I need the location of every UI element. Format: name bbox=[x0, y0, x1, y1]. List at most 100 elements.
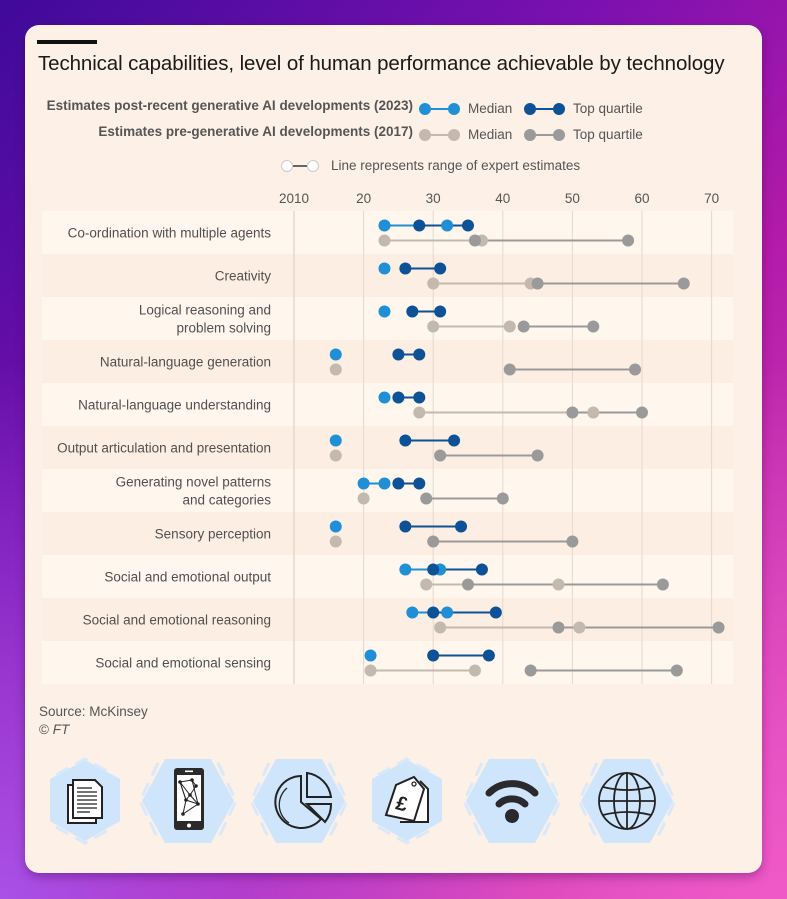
x-tick-label: 50 bbox=[565, 191, 580, 206]
median-2023-dot bbox=[441, 606, 454, 619]
top-quartile-2023-dot bbox=[399, 520, 412, 533]
category-label: and categories bbox=[182, 493, 271, 508]
top-quartile-2017-dot bbox=[636, 406, 648, 419]
median-2017-dot bbox=[434, 621, 447, 634]
x-tick-label: 70 bbox=[704, 191, 719, 206]
median-2017-dot bbox=[413, 406, 426, 419]
median-2017-dot bbox=[378, 234, 391, 247]
legend-label-2023: Estimates post-recent generative AI deve… bbox=[46, 98, 413, 113]
legend-median-label: Median bbox=[468, 101, 513, 116]
row-stripe bbox=[42, 211, 733, 254]
x-tick-label: 60 bbox=[634, 191, 649, 206]
top-quartile-2017-dot bbox=[552, 621, 565, 634]
title-accent-bar bbox=[37, 40, 97, 44]
pie-chart-icon bbox=[249, 755, 359, 850]
legend-label-2017: Estimates pre-generative AI developments… bbox=[98, 124, 413, 139]
legend-hollow-dot bbox=[307, 159, 319, 172]
top-quartile-2023-dot bbox=[406, 305, 419, 318]
top-quartile-2023-dot bbox=[482, 649, 495, 662]
top-quartile-2017-dot bbox=[566, 406, 579, 419]
median-2017-dot bbox=[427, 320, 440, 333]
top-quartile-2017-dot bbox=[587, 320, 600, 333]
legend-median-2017: Median bbox=[419, 127, 512, 142]
top-quartile-2023-dot bbox=[475, 563, 488, 576]
row-stripe bbox=[42, 641, 733, 684]
row-stripe bbox=[42, 426, 733, 469]
top-quartile-2023-dot bbox=[399, 262, 412, 275]
legend-median-2023: Median bbox=[419, 101, 512, 116]
x-tick-label: 30 bbox=[426, 191, 441, 206]
median-2023-dot bbox=[399, 563, 412, 576]
source-note: Source: McKinsey bbox=[39, 704, 148, 719]
legend-top-quartile-2017: Top quartile bbox=[524, 127, 643, 142]
top-quartile-2017-dot bbox=[629, 363, 642, 376]
category-label: Generating novel patterns bbox=[116, 475, 272, 490]
median-2017-dot bbox=[420, 578, 433, 591]
icon-row: £ bbox=[40, 755, 740, 850]
top-quartile-2017-dot bbox=[712, 621, 725, 634]
top-quartile-2017-dot bbox=[503, 363, 516, 376]
legend-median-label: Median bbox=[468, 127, 513, 142]
top-quartile-2023-dot bbox=[462, 219, 474, 232]
median-2017-dot bbox=[357, 492, 370, 505]
top-quartile-2017-dot bbox=[531, 277, 544, 290]
top-quartile-2017-dot bbox=[434, 449, 447, 462]
row-stripe bbox=[42, 555, 733, 598]
category-label: problem solving bbox=[176, 321, 271, 336]
category-label: Social and emotional sensing bbox=[95, 656, 271, 671]
top-quartile-2023-dot bbox=[413, 477, 426, 490]
smartphone-network-icon bbox=[138, 755, 248, 850]
top-quartile-2023-dot bbox=[434, 262, 447, 275]
row-stripe bbox=[42, 383, 733, 426]
median-2017-dot bbox=[503, 320, 516, 333]
category-label: Social and emotional output bbox=[104, 570, 271, 585]
median-2023-dot bbox=[329, 348, 342, 361]
globe-icon bbox=[577, 755, 687, 850]
category-label: Natural-language generation bbox=[100, 355, 271, 370]
legend-range-label: Line represents range of expert estimate… bbox=[331, 158, 581, 173]
category-label: Creativity bbox=[215, 269, 272, 284]
top-quartile-2017-dot bbox=[496, 492, 509, 505]
median-2023-dot bbox=[357, 477, 370, 490]
svg-text:£: £ bbox=[393, 792, 409, 816]
row-stripe bbox=[42, 254, 733, 297]
legend-row-2023: Estimates post-recent generative AI deve… bbox=[25, 98, 413, 116]
top-quartile-2017-dot bbox=[531, 449, 544, 462]
median-2017-dot bbox=[587, 406, 600, 419]
top-quartile-2023-dot bbox=[448, 434, 461, 447]
top-quartile-2017-dot bbox=[670, 664, 683, 677]
category-label: Co-ordination with multiple agents bbox=[68, 226, 272, 241]
legend-line bbox=[431, 133, 448, 136]
category-label: Natural-language understanding bbox=[78, 398, 271, 413]
median-2017-dot bbox=[364, 664, 377, 677]
median-2023-dot bbox=[329, 434, 342, 447]
top-quartile-2017-dot bbox=[622, 234, 635, 247]
legend-top-quartile-label: Top quartile bbox=[573, 101, 643, 116]
legend-dot bbox=[553, 128, 565, 141]
top-quartile-2017-dot bbox=[517, 320, 530, 333]
median-2017-dot bbox=[329, 363, 342, 376]
legend-hollow-dot bbox=[281, 159, 293, 172]
category-label: Logical reasoning and bbox=[139, 303, 271, 318]
legend-line bbox=[431, 107, 448, 110]
median-2017-dot bbox=[468, 664, 481, 677]
median-2023-dot bbox=[378, 477, 391, 490]
category-label: Social and emotional reasoning bbox=[83, 613, 271, 628]
legend-dot bbox=[524, 128, 536, 141]
copyright-org: FT bbox=[52, 722, 70, 737]
top-quartile-2017-dot bbox=[677, 277, 690, 290]
dumbbell-chart: 2010 20 30 40 50 60 70 Co-ordination with mult… bbox=[42, 191, 733, 684]
copyright-symbol: © bbox=[39, 722, 49, 737]
legend-dot bbox=[524, 102, 536, 115]
median-2023-dot bbox=[441, 219, 454, 232]
legend-dot bbox=[419, 102, 431, 115]
median-2023-dot bbox=[378, 262, 391, 275]
chart-title: Technical capabilities, level of human p… bbox=[38, 52, 725, 75]
top-quartile-2023-dot bbox=[392, 391, 405, 404]
category-label: Sensory perception bbox=[155, 527, 271, 542]
legend-row-2017: Estimates pre-generative AI developments… bbox=[25, 124, 413, 142]
median-2023-dot bbox=[378, 391, 391, 404]
legend-top-quartile-2023: Top quartile bbox=[524, 101, 643, 116]
wifi-icon bbox=[462, 755, 572, 850]
x-tick-label: 2010 bbox=[279, 191, 309, 206]
